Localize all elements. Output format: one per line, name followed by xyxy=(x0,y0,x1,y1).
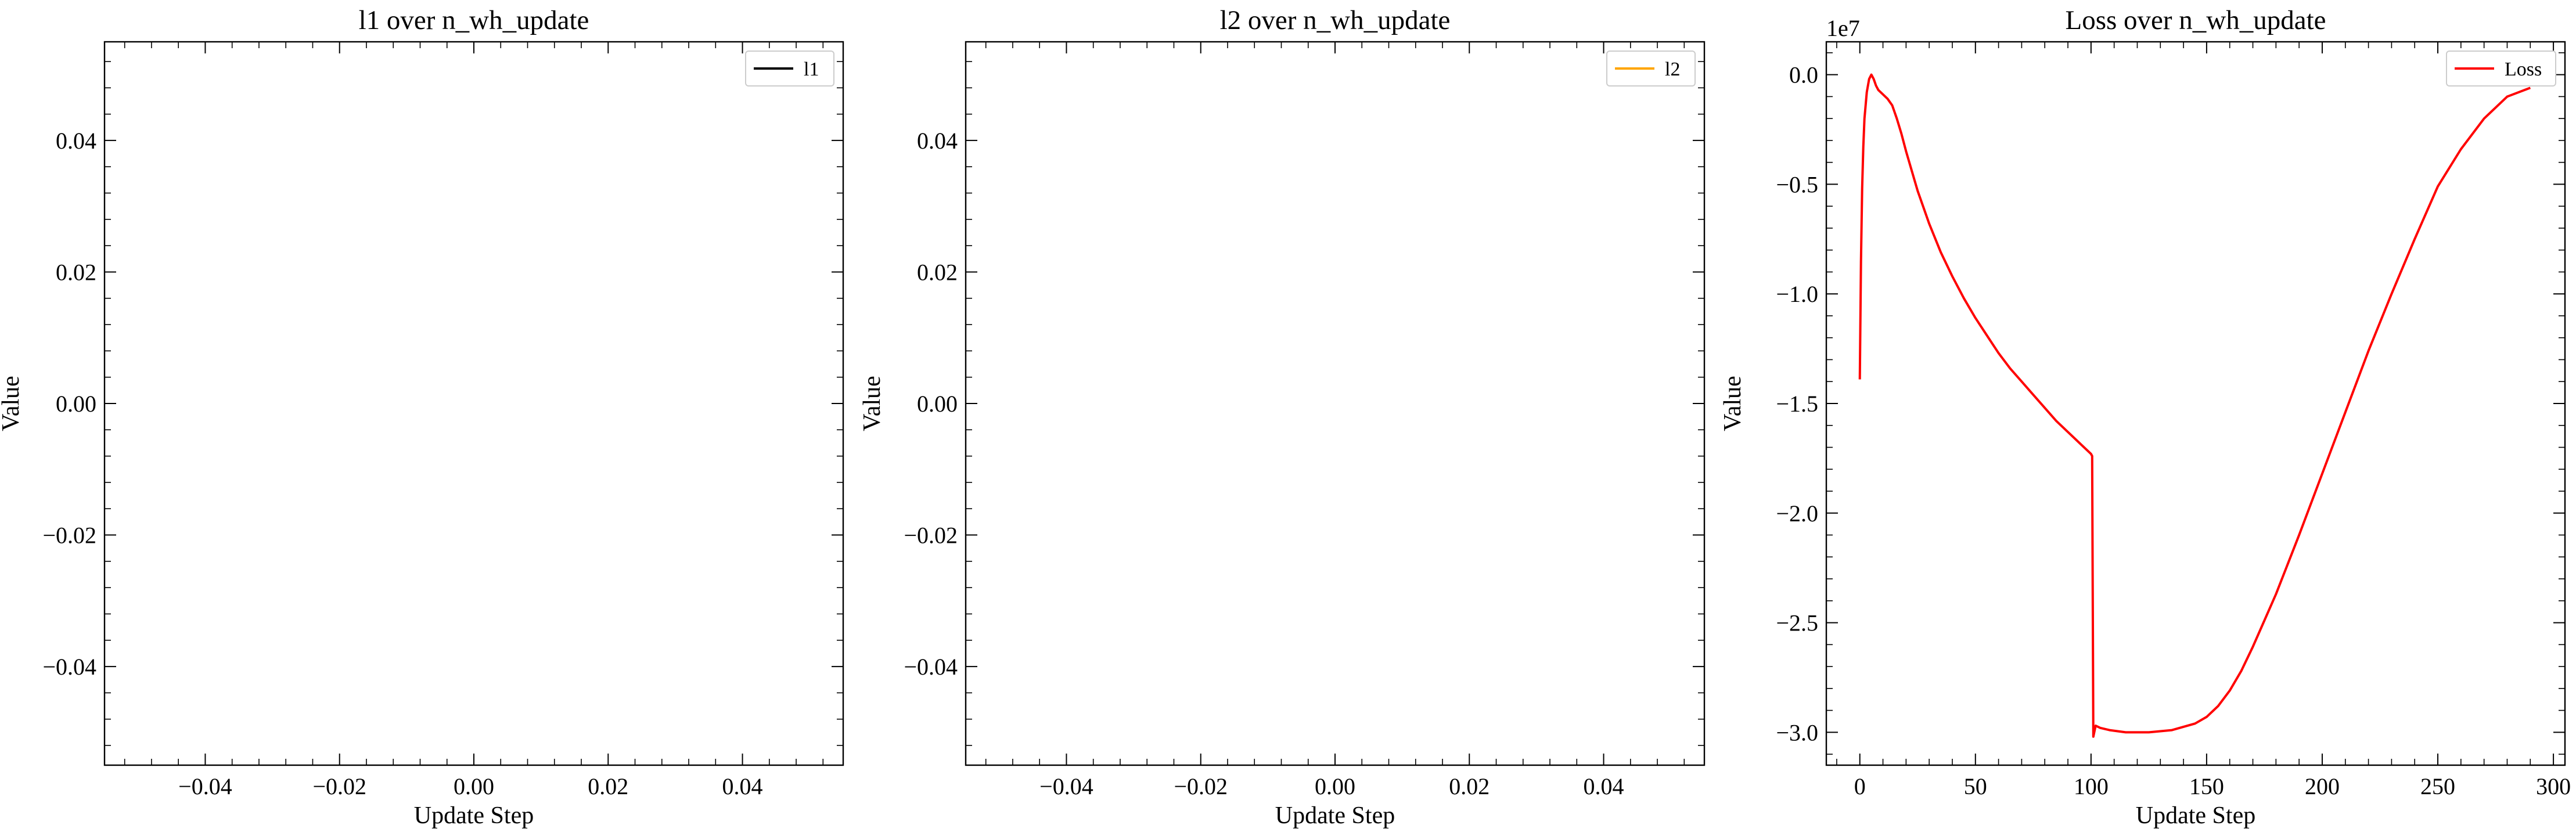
x-tick-label: 250 xyxy=(2420,773,2455,799)
x-axis-label: Update Step xyxy=(414,802,534,829)
x-axis-label: Update Step xyxy=(2136,802,2255,829)
legend-label-l2: l2 xyxy=(1665,59,1680,80)
plot-frame xyxy=(1825,41,2566,766)
y-tick-label: −0.02 xyxy=(904,522,958,549)
chart-title: l2 over n_wh_update xyxy=(1220,5,1451,35)
x-tick-label: −0.02 xyxy=(1174,773,1228,799)
y-axis-offset: 1e7 xyxy=(1826,15,1860,41)
subplot-l2: l2 over n_wh_update Update Step Value −0… xyxy=(859,5,1706,829)
y-axis-label: Value xyxy=(1719,376,1746,431)
x-tick-label: 100 xyxy=(2074,773,2109,799)
x-tick-label: 0 xyxy=(1854,773,1866,799)
y-tick-label: −3.0 xyxy=(1776,719,1818,745)
x-tick-label: 300 xyxy=(2536,773,2571,799)
y-tick-label: 0.00 xyxy=(56,391,96,417)
x-tick-label: 0.04 xyxy=(1584,773,1624,799)
y-tick-label: −2.0 xyxy=(1776,500,1818,527)
legend: Loss xyxy=(2446,51,2556,87)
y-tick-label: −2.5 xyxy=(1776,610,1818,636)
y-tick-label: −1.5 xyxy=(1776,391,1818,417)
plot-frame xyxy=(103,41,844,766)
x-tick-label: −0.04 xyxy=(178,773,232,799)
y-tick-label: 0.02 xyxy=(917,259,958,285)
x-tick-label: 0.04 xyxy=(722,773,763,799)
x-tick-label: 50 xyxy=(1964,773,1987,799)
y-tick-label: −0.02 xyxy=(42,522,96,549)
legend-label-l1: l1 xyxy=(804,59,819,80)
plot-frame xyxy=(965,41,1706,766)
x-tick-label: 0.02 xyxy=(588,773,628,799)
legend: l2 xyxy=(1606,51,1696,87)
y-axis-label: Value xyxy=(0,376,24,431)
y-tick-label: 0.0 xyxy=(1789,62,1818,88)
chart-title: l1 over n_wh_update xyxy=(359,5,589,35)
plot-lines xyxy=(1858,73,2531,738)
legend: l1 xyxy=(745,51,834,87)
y-tick-label: −1.0 xyxy=(1776,281,1818,307)
legend-label-loss: Loss xyxy=(2505,59,2542,80)
ticks: −0.04 −0.02 0.00 0.02 0.04 −0.04 −0.02 0.00 0.02… xyxy=(904,42,1704,799)
x-tick-label: 0.00 xyxy=(454,773,494,799)
y-tick-label: −0.5 xyxy=(1776,171,1818,197)
x-axis-label: Update Step xyxy=(1275,802,1395,829)
x-tick-label: −0.02 xyxy=(312,773,366,799)
y-axis-label: Value xyxy=(859,376,886,431)
legend-box xyxy=(2446,51,2556,87)
subplot-l1: l1 over n_wh_update Update Step Value −0… xyxy=(0,5,844,829)
series-line-loss xyxy=(1858,73,2531,738)
x-tick-label: 0.02 xyxy=(1449,773,1490,799)
y-tick-label: −0.04 xyxy=(42,654,96,680)
x-tick-label: 150 xyxy=(2189,773,2224,799)
y-tick-label: 0.04 xyxy=(56,128,96,154)
x-tick-label: −0.04 xyxy=(1039,773,1093,799)
subplot-loss: Loss over n_wh_update Update Step Value … xyxy=(1719,5,2571,829)
y-tick-label: 0.04 xyxy=(917,128,958,154)
x-tick-label: 0.00 xyxy=(1315,773,1355,799)
chart-title: Loss over n_wh_update xyxy=(2065,5,2326,35)
ticks: 0 50 100 150 200 250 300 0.0 −0.5 −1.0 −1.5 −2.0 −2.… xyxy=(1776,42,2571,799)
ticks: −0.04 −0.02 0.00 0.02 0.04 −0.04 −0.02 0.00 0.02… xyxy=(42,42,843,799)
y-tick-label: −0.04 xyxy=(904,654,958,680)
x-tick-label: 200 xyxy=(2305,773,2340,799)
y-tick-label: 0.00 xyxy=(917,391,958,417)
y-tick-label: 0.02 xyxy=(56,259,96,285)
